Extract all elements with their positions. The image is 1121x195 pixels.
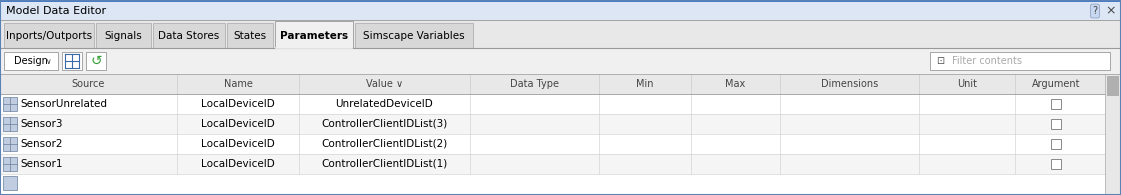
Bar <box>96 23 151 48</box>
Text: Data Stores: Data Stores <box>158 31 220 41</box>
Text: Sensor3: Sensor3 <box>20 119 63 129</box>
Text: Sensor2: Sensor2 <box>20 139 63 149</box>
Bar <box>1051 119 1060 129</box>
Bar <box>0 0 1121 2</box>
Bar <box>0 94 1105 114</box>
Text: Inports/Outports: Inports/Outports <box>6 31 92 41</box>
Text: Model Data Editor: Model Data Editor <box>6 6 106 16</box>
Text: Data Type: Data Type <box>510 79 559 89</box>
Bar <box>3 117 17 131</box>
Text: ?: ? <box>1093 6 1097 16</box>
Text: SensorUnrelated: SensorUnrelated <box>20 99 106 109</box>
Text: Unit: Unit <box>957 79 978 89</box>
Bar <box>1051 159 1060 169</box>
Text: Simscape Variables: Simscape Variables <box>363 31 465 41</box>
Bar <box>1051 99 1060 109</box>
Text: ControllerClientIDList(3): ControllerClientIDList(3) <box>322 119 447 129</box>
Bar <box>4 23 94 48</box>
Bar <box>0 2 1121 20</box>
Bar <box>4 52 58 70</box>
Bar <box>1105 74 1121 195</box>
Text: LocalDeviceID: LocalDeviceID <box>201 99 275 109</box>
Bar <box>1108 76 1119 96</box>
Bar <box>930 52 1110 70</box>
Bar <box>355 23 473 48</box>
Text: Max: Max <box>725 79 745 89</box>
Text: Source: Source <box>72 79 105 89</box>
Bar <box>0 20 1121 48</box>
Text: LocalDeviceID: LocalDeviceID <box>201 119 275 129</box>
Text: LocalDeviceID: LocalDeviceID <box>201 159 275 169</box>
Text: Value ∨: Value ∨ <box>365 79 404 89</box>
Text: ControllerClientIDList(1): ControllerClientIDList(1) <box>322 159 447 169</box>
Bar <box>62 52 82 70</box>
Bar <box>86 52 106 70</box>
Text: ∨: ∨ <box>45 57 50 66</box>
Bar <box>0 174 1105 195</box>
Bar <box>0 134 1105 154</box>
Bar <box>0 114 1105 134</box>
Text: Design: Design <box>13 56 48 66</box>
Text: UnrelatedDeviceID: UnrelatedDeviceID <box>335 99 434 109</box>
Text: Sensor1: Sensor1 <box>20 159 63 169</box>
Text: ControllerClientIDList(2): ControllerClientIDList(2) <box>322 139 447 149</box>
Text: LocalDeviceID: LocalDeviceID <box>201 139 275 149</box>
Bar <box>0 74 1121 94</box>
Text: Parameters: Parameters <box>280 31 348 41</box>
Text: Min: Min <box>637 79 654 89</box>
Bar <box>152 23 225 48</box>
Bar <box>0 154 1105 174</box>
Text: States: States <box>233 31 267 41</box>
Text: Argument: Argument <box>1031 79 1081 89</box>
Bar <box>3 176 17 190</box>
Bar <box>3 97 17 111</box>
Bar <box>275 21 353 48</box>
Text: ↺: ↺ <box>90 54 102 68</box>
Bar <box>0 48 1121 74</box>
Bar <box>1051 139 1060 149</box>
Text: Signals: Signals <box>104 31 142 41</box>
Bar <box>226 23 274 48</box>
Bar <box>3 137 17 151</box>
Text: Filter contents: Filter contents <box>952 56 1022 66</box>
Bar <box>3 157 17 171</box>
Text: Dimensions: Dimensions <box>821 79 878 89</box>
Text: ×: × <box>1105 4 1117 18</box>
Text: Name: Name <box>223 79 252 89</box>
Text: ⊡: ⊡ <box>936 56 944 66</box>
